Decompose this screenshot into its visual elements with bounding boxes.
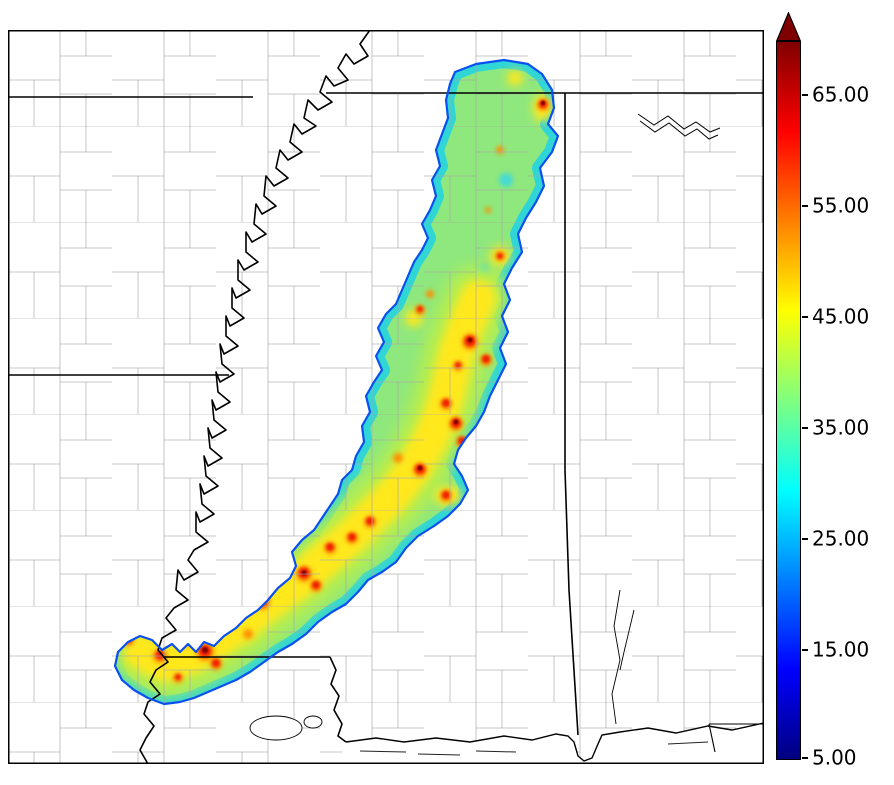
county-grid [8,30,764,764]
tennessee-river [637,113,721,140]
colorbar-tick-label: 65.00 [812,82,870,107]
colorbar-tick [802,94,808,96]
colorbar-tick-label: 25.00 [812,526,870,551]
state-borders [8,92,764,753]
map-frame [8,30,764,764]
barrier-islands [359,741,709,756]
colorbar-tick [802,427,808,429]
gulf-water [338,723,764,764]
colorbar-tick [802,538,808,540]
colorbar-tick-label: 15.00 [812,637,870,662]
colorbar-max-arrow-icon [776,12,801,41]
colorbar: 65.00 55.00 45.00 35.00 25.00 15.00 5.00 [776,0,894,785]
coastline [345,722,764,762]
colorbar-tick [802,757,808,759]
mobile-river [611,589,635,725]
colorbar-tick-label: 55.00 [812,193,870,218]
colorbar-gradient [776,41,801,760]
colorbar-tick [802,649,808,651]
colorbar-tick-label: 35.00 [812,415,870,440]
map-canvas [8,30,764,764]
swath-contour [113,58,560,706]
colorbar-tick-label: 5.00 [812,745,857,770]
colorbar-tick [802,205,808,207]
colorbar-tick [802,316,808,318]
lake-outlines [249,715,323,741]
mississippi-river [139,30,371,764]
colorbar-tick-label: 45.00 [812,304,870,329]
